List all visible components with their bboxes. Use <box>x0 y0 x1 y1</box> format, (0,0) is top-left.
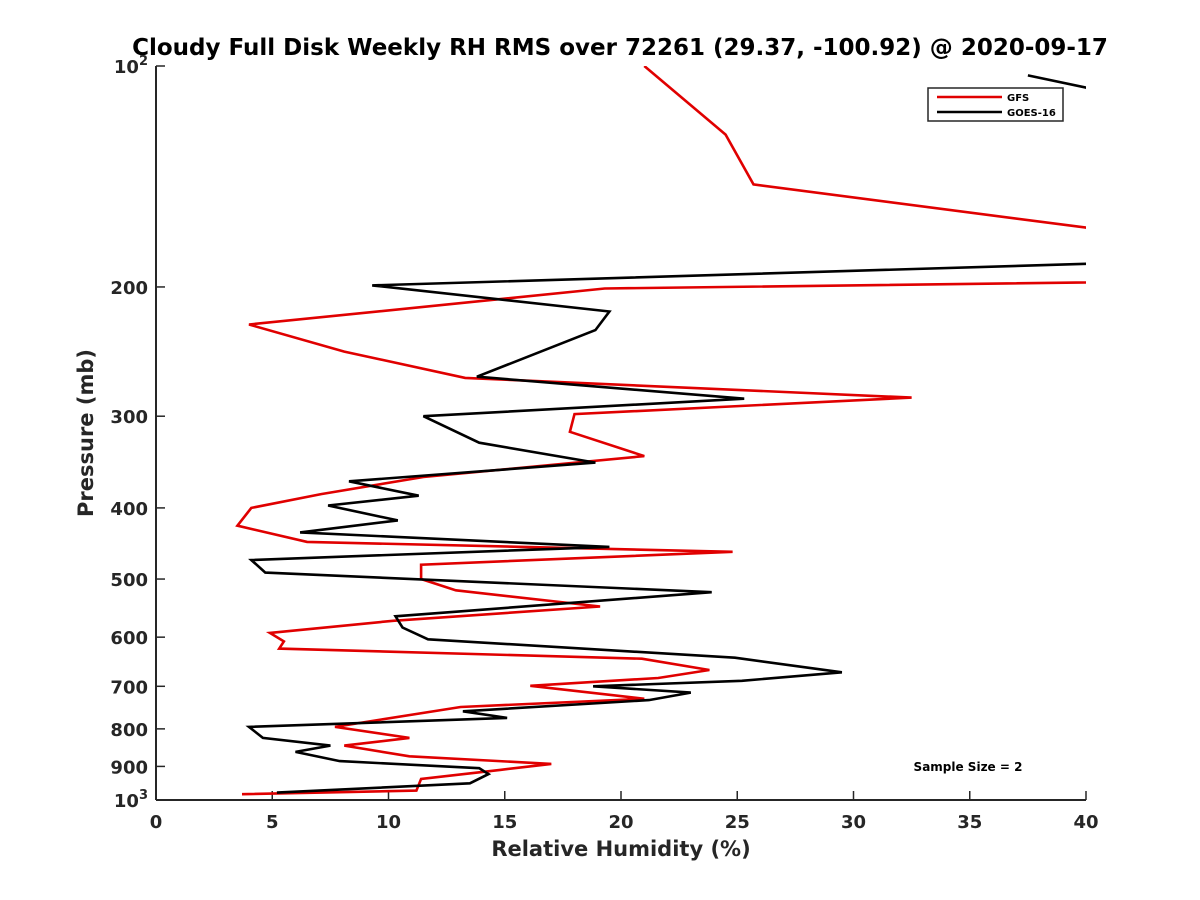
y-tick-label: 200 <box>110 278 148 299</box>
legend-label: GOES-16 <box>1007 108 1056 119</box>
sample-size-annotation: Sample Size = 2 <box>914 760 1023 774</box>
y-tick-label: 102 <box>114 54 148 78</box>
x-tick-label: 35 <box>957 812 982 833</box>
x-tick-label: 30 <box>841 812 866 833</box>
legend: GFS GOES-16 <box>927 87 1064 122</box>
x-tick-label: 20 <box>608 812 633 833</box>
y-axis-label: Pressure (mb) <box>74 349 98 517</box>
x-axis-label: Relative Humidity (%) <box>491 837 750 861</box>
y-tick-label: 500 <box>110 570 148 591</box>
legend-label: GFS <box>1007 93 1029 104</box>
y-tick-label: 300 <box>110 407 148 428</box>
y-tick-label: 800 <box>110 720 148 741</box>
series-line-goes-16 <box>245 74 1086 794</box>
x-tick-label: 15 <box>492 812 517 833</box>
plot-axes: 0 5 10 15 20 25 30 35 40 102 200 300 400 500 600 700 800… <box>110 54 1098 833</box>
x-tick-label: 40 <box>1073 812 1098 833</box>
y-tick-label: 103 <box>114 788 148 812</box>
series-group <box>235 66 1086 796</box>
x-tick-label: 0 <box>150 812 163 833</box>
y-tick-label: 700 <box>110 677 148 698</box>
y-tick-label: 400 <box>110 499 148 520</box>
y-tick-label: 900 <box>110 757 148 778</box>
chart-title: Cloudy Full Disk Weekly RH RMS over 7226… <box>132 35 1108 61</box>
x-tick-label: 5 <box>266 812 279 833</box>
legend-box <box>927 87 1064 122</box>
x-tick-label: 25 <box>725 812 750 833</box>
x-tick-label: 10 <box>376 812 401 833</box>
series-line-gfs <box>235 66 1086 796</box>
y-tick-label: 600 <box>110 628 148 649</box>
